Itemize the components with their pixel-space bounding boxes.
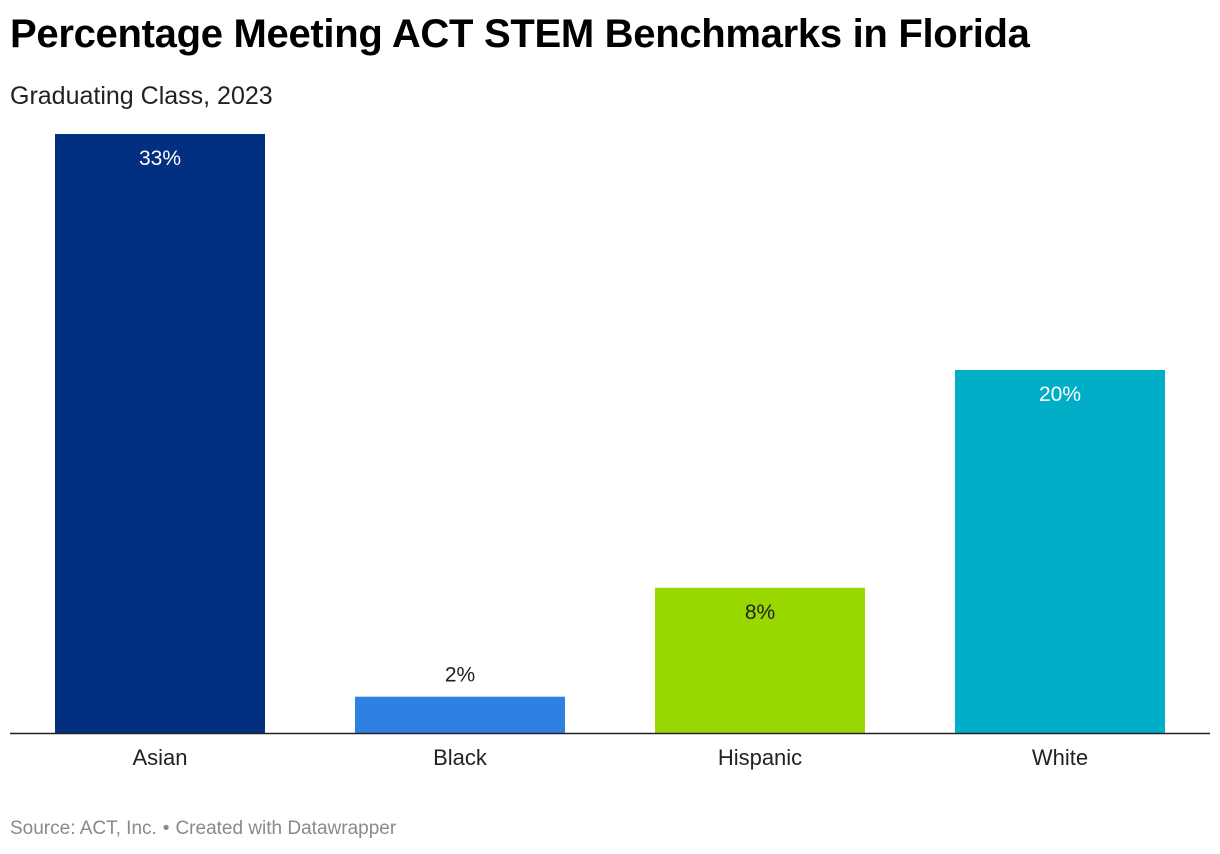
footer-separator: • (162, 818, 170, 839)
value-label-asian: 33% (139, 147, 181, 170)
bar-white (955, 369, 1165, 733)
bar-asian (55, 134, 265, 733)
chart-footer: Source: ACT, Inc. • Created with Datawrapp… (10, 818, 396, 840)
chart-subtitle: Graduating Class, 2023 (10, 82, 273, 110)
category-label-asian: Asian (132, 745, 187, 770)
category-label-black: Black (433, 745, 488, 770)
value-label-black: 2% (445, 664, 475, 687)
bar-chart: 33% Asian 2% Black 8% Hispanic 20% White (10, 134, 1210, 770)
value-label-white: 20% (1039, 383, 1081, 406)
labels-layer: 33% Asian 2% Black 8% Hispanic 20% White (132, 147, 1088, 770)
bars-layer (55, 134, 1165, 733)
bar-black (355, 696, 565, 733)
credit-note: Created with Datawrapper (175, 818, 397, 839)
category-label-white: White (1032, 745, 1088, 770)
source-note: Source: ACT, Inc. (10, 818, 157, 839)
chart-title: Percentage Meeting ACT STEM Benchmarks i… (10, 12, 1030, 56)
value-label-hispanic: 8% (745, 601, 775, 624)
category-label-hispanic: Hispanic (718, 745, 802, 770)
bar-hispanic (655, 587, 865, 733)
